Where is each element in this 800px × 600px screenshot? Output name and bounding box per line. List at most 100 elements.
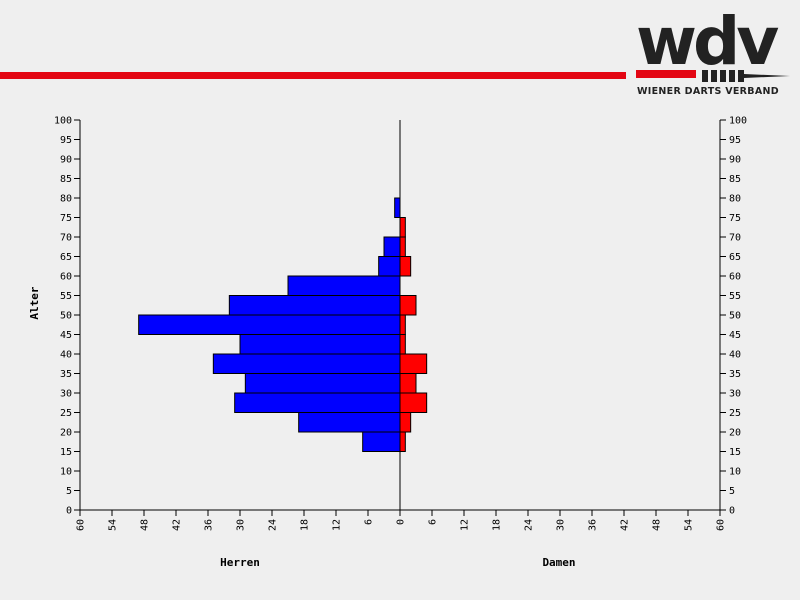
right-axis-title: Damen [542, 556, 575, 569]
x-tick-label-42: 42 [620, 519, 631, 531]
bar-herren-20 [298, 412, 401, 433]
y-tick-label-left-100: 100 [54, 116, 72, 127]
y-tick-label-left-45: 45 [60, 330, 72, 341]
y-tick-label-right-25: 25 [729, 408, 741, 419]
logo-dart-tip [744, 74, 790, 78]
y-tick-label-right-45: 45 [729, 330, 741, 341]
y-tick-label-right-85: 85 [729, 174, 741, 185]
bar-damen-45 [399, 314, 406, 335]
x-tick-label-48: 48 [652, 519, 663, 531]
y-tick-label-left-35: 35 [60, 369, 72, 380]
x-tick-label--36: 36 [204, 519, 215, 531]
y-tick-label-left-50: 50 [60, 311, 72, 322]
bar-damen-30 [399, 373, 417, 394]
logo-dart-bar-4 [720, 70, 726, 82]
bar-damen-50 [399, 295, 417, 316]
y-tick-label-right-35: 35 [729, 369, 741, 380]
y-tick-label-left-10: 10 [60, 467, 72, 478]
y-tick-label-left-55: 55 [60, 291, 72, 302]
bar-herren-75 [394, 197, 401, 218]
y-tick-label-left-5: 5 [66, 486, 72, 497]
bar-damen-40 [399, 334, 406, 355]
y-tick-label-right-95: 95 [729, 135, 741, 146]
y-tick-label-right-40: 40 [729, 350, 741, 361]
bars-group [138, 197, 428, 452]
x-tick-label-18: 18 [492, 519, 503, 531]
bar-herren-25 [234, 392, 401, 413]
x-tick-label--48: 48 [140, 519, 151, 531]
x-tick-label-36: 36 [588, 519, 599, 531]
left-axis-title: Herren [220, 556, 260, 569]
bar-herren-60 [378, 256, 401, 277]
y-tick-label-right-100: 100 [729, 116, 747, 127]
x-tick-label-54: 54 [684, 519, 695, 531]
bar-herren-35 [212, 353, 401, 374]
y-tick-label-right-75: 75 [729, 213, 741, 224]
y-tick-label-left-80: 80 [60, 194, 72, 205]
bar-damen-65 [399, 236, 406, 257]
logo-dart-bar-6 [738, 70, 744, 82]
y-tick-label-right-20: 20 [729, 428, 741, 439]
y-tick-label-right-50: 50 [729, 311, 741, 322]
x-tick-label-12: 12 [460, 519, 471, 531]
logo-letters: wdv [636, 4, 779, 80]
x-tick-label--18: 18 [300, 519, 311, 531]
x-tick-label--60: 60 [76, 519, 87, 531]
x-tick-label--24: 24 [268, 519, 279, 531]
y-tick-label-left-40: 40 [60, 350, 72, 361]
y-tick-label-left-25: 25 [60, 408, 72, 419]
y-tick-label-right-55: 55 [729, 291, 741, 302]
bar-damen-60 [399, 256, 412, 277]
y-tick-label-right-65: 65 [729, 252, 741, 263]
y-axis-label: Alter [28, 286, 41, 319]
x-tick-label--12: 12 [332, 519, 343, 531]
bar-herren-40 [239, 334, 401, 355]
x-tick-label-0: 0 [396, 519, 407, 525]
y-tick-label-left-20: 20 [60, 428, 72, 439]
y-tick-label-left-95: 95 [60, 135, 72, 146]
y-tick-label-right-30: 30 [729, 389, 741, 400]
y-tick-label-left-70: 70 [60, 233, 72, 244]
logo-dart-bar-3 [711, 70, 717, 82]
y-tick-label-right-15: 15 [729, 447, 741, 458]
x-tick-label-24: 24 [524, 519, 535, 531]
bar-damen-35 [399, 353, 428, 374]
y-tick-label-left-65: 65 [60, 252, 72, 263]
x-tick-label-60: 60 [716, 519, 727, 531]
bar-herren-65 [383, 236, 401, 257]
y-tick-label-left-0: 0 [66, 506, 72, 517]
bar-damen-15 [399, 431, 406, 452]
bar-herren-45 [138, 314, 401, 335]
y-tick-label-right-60: 60 [729, 272, 741, 283]
bar-herren-30 [244, 373, 401, 394]
x-tick-label--42: 42 [172, 519, 183, 531]
y-tick-label-left-85: 85 [60, 174, 72, 185]
logo-subtitle: WIENER DARTS VERBAND [637, 86, 779, 97]
bar-herren-15 [362, 431, 401, 452]
logo-dart-bar-2 [702, 70, 708, 82]
bar-herren-50 [228, 295, 401, 316]
x-tick-label--54: 54 [108, 519, 119, 531]
logo-dart-bar-5 [729, 70, 735, 82]
bar-herren-55 [287, 275, 401, 296]
y-tick-label-right-90: 90 [729, 155, 741, 166]
x-tick-label-6: 6 [428, 519, 439, 525]
y-tick-label-left-15: 15 [60, 447, 72, 458]
y-tick-label-left-75: 75 [60, 213, 72, 224]
header-red-line [0, 72, 626, 79]
y-tick-label-right-70: 70 [729, 233, 741, 244]
y-tick-label-right-10: 10 [729, 467, 741, 478]
y-tick-label-right-80: 80 [729, 194, 741, 205]
y-tick-label-left-90: 90 [60, 155, 72, 166]
bar-damen-25 [399, 392, 428, 413]
y-tick-label-left-60: 60 [60, 272, 72, 283]
x-tick-label--30: 30 [236, 519, 247, 531]
bar-damen-70 [399, 217, 406, 238]
wdv-logo: wdv [636, 4, 790, 82]
x-tick-label-30: 30 [556, 519, 567, 531]
y-tick-label-right-5: 5 [729, 486, 735, 497]
y-tick-label-right-0: 0 [729, 506, 735, 517]
y-tick-label-left-30: 30 [60, 389, 72, 400]
